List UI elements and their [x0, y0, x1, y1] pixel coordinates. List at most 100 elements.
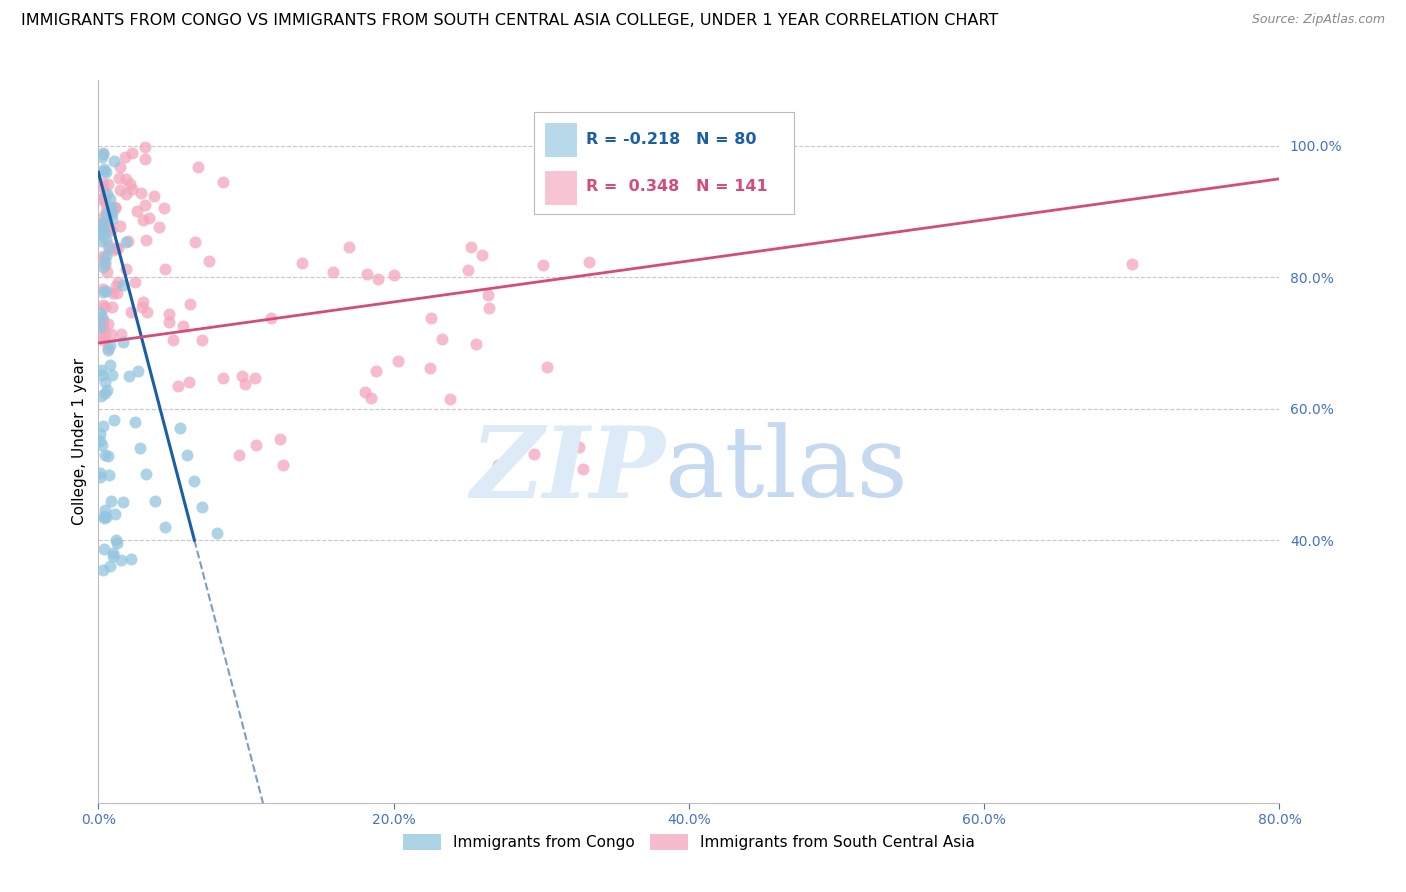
Point	[94, 326, 117, 341]
Point	[91, 145, 114, 160]
Point	[94, 258, 117, 272]
Point	[97, 449, 120, 463]
Point	[120, 305, 142, 319]
Legend: Immigrants from Congo, Immigrants from South Central Asia: Immigrants from Congo, Immigrants from S…	[396, 829, 981, 856]
Point	[101, 549, 124, 563]
Point	[124, 275, 146, 289]
Point	[121, 182, 143, 196]
Point	[124, 415, 146, 429]
Point	[93, 220, 115, 235]
Point	[89, 306, 111, 320]
Text: Source: ZipAtlas.com: Source: ZipAtlas.com	[1251, 13, 1385, 27]
Point	[464, 336, 486, 351]
Point	[211, 175, 233, 189]
Point	[228, 448, 250, 462]
Point	[211, 371, 233, 385]
Point	[93, 375, 115, 389]
Point	[360, 391, 382, 405]
Point	[96, 187, 118, 202]
Point	[107, 275, 129, 289]
Point	[98, 338, 121, 352]
Point	[157, 315, 180, 329]
Point	[134, 140, 156, 154]
Point	[366, 364, 388, 378]
Point	[91, 176, 114, 190]
Point	[128, 441, 150, 455]
Point	[131, 300, 153, 314]
Point	[112, 277, 135, 292]
Point	[104, 201, 127, 215]
Point	[419, 311, 441, 326]
Point	[91, 150, 114, 164]
Text: R =  0.348: R = 0.348	[586, 179, 679, 194]
Point	[117, 235, 139, 249]
Point	[91, 219, 114, 233]
Point	[153, 262, 176, 277]
Point	[90, 363, 112, 377]
Point	[114, 186, 136, 201]
Point	[135, 304, 157, 318]
Point	[94, 510, 117, 524]
Point	[108, 170, 131, 185]
Point	[153, 202, 176, 216]
Point	[198, 254, 221, 268]
Point	[322, 265, 344, 279]
Point	[91, 179, 114, 194]
Text: N = 80: N = 80	[696, 132, 756, 146]
Point	[233, 376, 256, 391]
Point	[101, 206, 124, 220]
Point	[96, 204, 118, 219]
Point	[94, 285, 117, 299]
Point	[108, 219, 131, 234]
Point	[105, 533, 128, 547]
Point	[108, 160, 131, 174]
Point	[91, 260, 114, 274]
Text: N = 141: N = 141	[696, 179, 768, 194]
Point	[91, 331, 114, 345]
Point	[98, 559, 121, 574]
Point	[439, 392, 461, 406]
Point	[105, 241, 128, 255]
Point	[89, 470, 111, 484]
Point	[382, 268, 405, 282]
Point	[93, 162, 115, 177]
Point	[231, 369, 253, 384]
Point	[91, 146, 114, 161]
Point	[89, 224, 111, 238]
Point	[93, 419, 115, 434]
Point	[578, 254, 600, 268]
Point	[108, 183, 131, 197]
Point	[94, 503, 117, 517]
Point	[112, 495, 135, 509]
Point	[93, 511, 115, 525]
Point	[142, 189, 165, 203]
Point	[129, 186, 152, 200]
Point	[111, 334, 134, 349]
Point	[259, 311, 281, 326]
Point	[91, 285, 114, 299]
Point	[91, 193, 114, 207]
Point	[90, 234, 112, 248]
Point	[107, 241, 129, 255]
Point	[90, 310, 112, 324]
Point	[143, 493, 166, 508]
Point	[100, 200, 122, 214]
Point	[89, 466, 111, 480]
Point	[536, 359, 558, 374]
Point	[91, 249, 114, 263]
Point	[162, 333, 184, 347]
Point	[98, 359, 121, 373]
Point	[531, 258, 554, 272]
Point	[104, 202, 127, 216]
Point	[89, 226, 111, 240]
Point	[105, 536, 128, 550]
Point	[94, 226, 117, 240]
Point	[243, 371, 266, 385]
Point	[94, 386, 117, 401]
Point	[134, 153, 156, 167]
Point	[291, 256, 314, 270]
Point	[101, 300, 124, 314]
Point	[91, 191, 114, 205]
Point	[572, 462, 595, 476]
Point	[486, 458, 509, 472]
